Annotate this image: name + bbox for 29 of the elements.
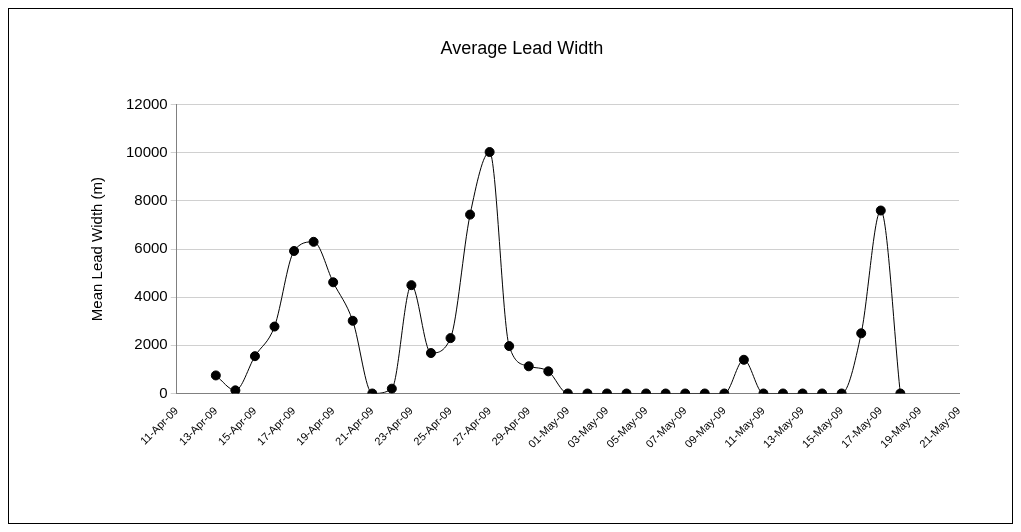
- point: [875, 205, 886, 216]
- point: [445, 333, 456, 344]
- chart-title: Average Lead Width: [440, 37, 604, 58]
- y-tick-label: 6000: [134, 239, 168, 257]
- point: [425, 348, 436, 359]
- point: [308, 236, 319, 247]
- y-tick-label: 4000: [134, 287, 168, 305]
- point: [856, 328, 867, 339]
- point: [406, 280, 417, 291]
- point: [504, 341, 515, 352]
- y-tick-label: 10000: [125, 142, 168, 160]
- y-tick-label: 8000: [134, 191, 168, 209]
- point: [249, 351, 260, 362]
- point: [210, 370, 221, 381]
- point: [523, 361, 534, 372]
- point: [484, 147, 495, 158]
- point: [738, 354, 749, 365]
- point: [230, 385, 241, 394]
- point: [386, 383, 397, 394]
- point: [328, 277, 339, 288]
- y-tick-label: 12000: [125, 94, 168, 112]
- point: [465, 209, 476, 220]
- y-axis-title: Mean Lead Width (m): [88, 176, 106, 322]
- point: [543, 366, 554, 377]
- point: [347, 315, 358, 326]
- y-tick-label: 2000: [134, 335, 168, 353]
- point: [269, 321, 280, 332]
- y-tick-label: 0: [159, 383, 168, 401]
- point: [289, 245, 300, 256]
